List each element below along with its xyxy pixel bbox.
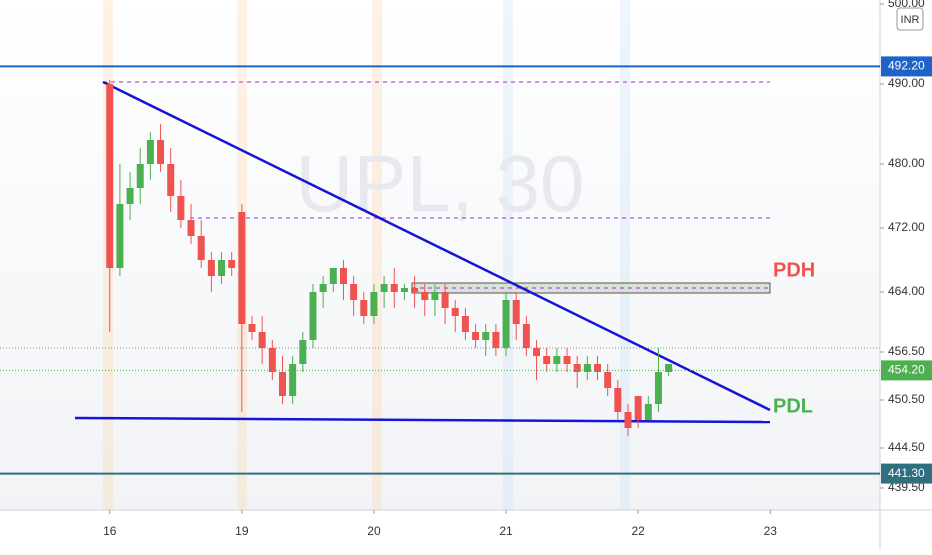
candle-body bbox=[258, 332, 266, 348]
candle-body bbox=[634, 396, 642, 420]
candle-body bbox=[278, 372, 286, 396]
candle-body bbox=[624, 412, 632, 428]
candle-body bbox=[594, 364, 602, 372]
candle-body bbox=[573, 364, 581, 372]
y-tick-label: 490.00 bbox=[888, 76, 925, 90]
price-label-box bbox=[881, 360, 932, 381]
y-tick-label: 450.50 bbox=[888, 392, 925, 406]
watermark: UPL, 30 bbox=[295, 139, 584, 228]
currency-box[interactable] bbox=[896, 7, 924, 31]
y-tick-label: 472.00 bbox=[888, 220, 925, 234]
candle-body bbox=[177, 196, 185, 220]
candle-body bbox=[543, 356, 551, 364]
candle-body bbox=[146, 140, 154, 164]
candle-body bbox=[289, 364, 297, 396]
candle-body bbox=[553, 356, 561, 364]
candle-body bbox=[563, 356, 571, 364]
candle-body bbox=[390, 284, 398, 292]
candle-body bbox=[207, 260, 215, 276]
annotation: PDL bbox=[773, 395, 813, 417]
annotation: PDH bbox=[773, 259, 815, 281]
session-band bbox=[503, 0, 513, 510]
candle-body bbox=[492, 332, 500, 348]
candle-body bbox=[421, 292, 429, 300]
candle-body bbox=[370, 292, 378, 316]
candle-body bbox=[461, 316, 469, 332]
candle-body bbox=[136, 164, 144, 188]
session-band bbox=[620, 0, 630, 510]
candle-body bbox=[299, 340, 307, 364]
candle-body bbox=[451, 308, 459, 316]
candle-body bbox=[157, 140, 165, 164]
price-label: 454.20 bbox=[888, 363, 925, 377]
candle-body bbox=[665, 364, 673, 372]
x-tick-label: 20 bbox=[367, 524, 381, 538]
candle-body bbox=[502, 300, 510, 348]
price-label: 492.20 bbox=[888, 59, 925, 73]
session-band bbox=[372, 0, 382, 510]
x-tick-label: 21 bbox=[499, 524, 513, 538]
candle-body bbox=[228, 260, 236, 268]
candle-body bbox=[583, 364, 591, 372]
y-tick-label: 480.00 bbox=[888, 156, 925, 170]
candle-body bbox=[441, 292, 449, 308]
candle-body bbox=[431, 292, 439, 300]
candle-body bbox=[197, 236, 205, 260]
y-tick-label: 439.50 bbox=[888, 480, 925, 494]
candle-body bbox=[238, 212, 246, 324]
x-tick-label: 23 bbox=[764, 524, 778, 538]
price-label: 441.30 bbox=[888, 466, 925, 480]
currency: INR bbox=[901, 14, 920, 26]
candle-body bbox=[106, 84, 114, 268]
candle-body bbox=[339, 268, 347, 284]
trend-line bbox=[74, 416, 771, 424]
candle-body bbox=[400, 288, 408, 292]
y-tick-label: 456.50 bbox=[888, 344, 925, 358]
y-tick-label: 464.00 bbox=[888, 284, 925, 298]
candle-body bbox=[126, 188, 134, 204]
price-label-box bbox=[881, 56, 932, 77]
y-tick-label: 444.50 bbox=[888, 440, 925, 454]
candle-body bbox=[472, 332, 480, 340]
candle-body bbox=[319, 284, 327, 292]
x-tick-label: 16 bbox=[103, 524, 117, 538]
candle-body bbox=[248, 324, 256, 332]
candle-body bbox=[329, 268, 337, 284]
candle-body bbox=[167, 164, 175, 196]
candle-body bbox=[512, 300, 520, 324]
candle-body bbox=[350, 284, 358, 300]
x-tick-label: 19 bbox=[235, 524, 249, 538]
candle-body bbox=[218, 260, 226, 276]
candle-body bbox=[482, 332, 490, 340]
candle-body bbox=[614, 388, 622, 412]
candle-body bbox=[522, 324, 530, 348]
candle-body bbox=[116, 204, 124, 268]
candle-body bbox=[309, 292, 317, 340]
candle-body bbox=[380, 284, 388, 292]
price-label-box bbox=[881, 463, 932, 484]
candle-body bbox=[360, 300, 368, 316]
plot-background bbox=[0, 0, 880, 510]
candle-body bbox=[654, 372, 662, 404]
x-tick-label: 22 bbox=[631, 524, 645, 538]
candle-body bbox=[411, 288, 419, 292]
candle-body bbox=[533, 348, 541, 356]
candle-body bbox=[644, 404, 652, 420]
candle-body bbox=[268, 348, 276, 372]
candle-body bbox=[187, 220, 195, 236]
y-tick-label: 500.00 bbox=[888, 0, 925, 10]
candle-body bbox=[604, 372, 612, 388]
